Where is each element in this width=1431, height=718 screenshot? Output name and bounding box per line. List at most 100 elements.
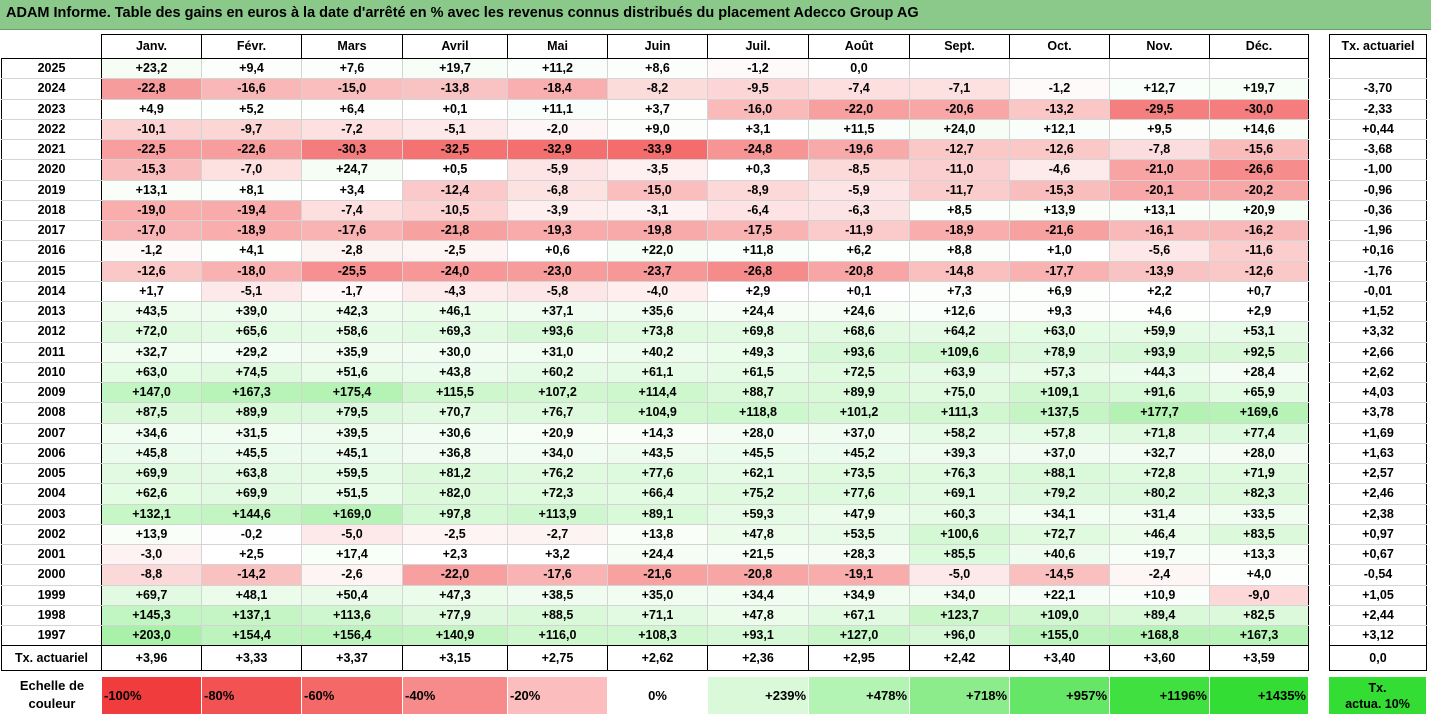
table-row: 2009 +147,0 +167,3 +175,4 +115,5 +107,2 +114,4… bbox=[1, 381, 1309, 404]
gain-cell: +8,1 bbox=[201, 179, 302, 201]
table-row: 2006 +45,8 +45,5 +45,1 +36,8 +34,0 +43,5 +45,5 +… bbox=[1, 442, 1309, 465]
gain-cell: +36,8 bbox=[402, 442, 508, 465]
color-scale-step: -80% bbox=[202, 677, 302, 714]
year-cell: 2019 bbox=[1, 179, 102, 201]
table-row: 2003 +132,1 +144,6 +169,0 +97,8 +113,9 +89,1 +5… bbox=[1, 503, 1309, 525]
gain-cell: +70,7 bbox=[402, 402, 508, 424]
gain-cell: -21,8 bbox=[402, 219, 508, 242]
gain-cell: +8,8 bbox=[909, 240, 1010, 262]
gain-cell: -0,2 bbox=[201, 523, 302, 546]
gains-table: Janv. Févr. Mars Avril Mai Juin Juil. Août Sept.… bbox=[1, 34, 1309, 672]
gain-cell: -23,0 bbox=[507, 260, 608, 282]
tx-cell: +1,52 bbox=[1329, 300, 1427, 323]
table-row: 2024 -22,8 -16,6 -15,0 -13,8 -18,4 -8,2 -9,5 -7,… bbox=[1, 78, 1309, 100]
tx-row: -1,00 bbox=[1329, 159, 1427, 181]
gain-cell: +72,7 bbox=[1009, 523, 1110, 546]
year-cell: 2020 bbox=[1, 159, 102, 181]
gain-cell: +46,4 bbox=[1109, 523, 1210, 546]
gain-cell: -13,8 bbox=[402, 78, 508, 100]
gain-cell: +75,0 bbox=[909, 381, 1010, 404]
tx-row: -1,76 bbox=[1329, 260, 1427, 282]
gain-cell: +45,5 bbox=[201, 442, 302, 465]
gain-cell: -2,4 bbox=[1109, 564, 1210, 586]
tx-row: +1,52 bbox=[1329, 300, 1427, 323]
tx-row: +0,16 bbox=[1329, 240, 1427, 262]
year-cell: 2000 bbox=[1, 564, 102, 586]
gain-cell: +60,3 bbox=[909, 503, 1010, 525]
gain-cell: +17,4 bbox=[301, 543, 403, 566]
tx-row: +0,67 bbox=[1329, 543, 1427, 566]
gain-cell: +87,5 bbox=[101, 402, 202, 424]
gain-cell: -22,8 bbox=[101, 78, 202, 100]
gain-cell: +12,6 bbox=[909, 300, 1010, 323]
year-cell: 2007 bbox=[1, 422, 102, 444]
gain-cell: +2,9 bbox=[1209, 300, 1309, 323]
gain-cell: +23,2 bbox=[101, 57, 202, 80]
gain-cell: -21,6 bbox=[1009, 219, 1110, 242]
year-cell: 1998 bbox=[1, 604, 102, 627]
gain-cell: +13,1 bbox=[1109, 199, 1210, 222]
summary-cell: +3,15 bbox=[402, 645, 508, 672]
gain-cell: -11,9 bbox=[808, 219, 910, 242]
gain-cell: -16,2 bbox=[1209, 219, 1309, 242]
gain-cell: +93,6 bbox=[507, 321, 608, 343]
gain-cell: +4,1 bbox=[201, 240, 302, 262]
gain-cell: +13,3 bbox=[1209, 543, 1309, 566]
gain-cell: -18,0 bbox=[201, 260, 302, 282]
gain-cell: +28,0 bbox=[707, 422, 809, 444]
tx-cell: +0,16 bbox=[1329, 240, 1427, 262]
gain-cell: +76,3 bbox=[909, 462, 1010, 485]
summary-cell: +2,36 bbox=[707, 645, 809, 672]
gain-cell: +3,1 bbox=[707, 118, 809, 141]
gain-cell: +49,3 bbox=[707, 341, 809, 363]
month-header: Janv. bbox=[101, 34, 202, 59]
gain-cell: -19,8 bbox=[607, 219, 708, 242]
gain-cell: +169,6 bbox=[1209, 402, 1309, 424]
gain-cell: +59,9 bbox=[1109, 321, 1210, 343]
gain-cell: +21,5 bbox=[707, 543, 809, 566]
gain-cell: +33,5 bbox=[1209, 503, 1309, 525]
gain-cell: +82,0 bbox=[402, 483, 508, 505]
tx-cell: -3,68 bbox=[1329, 138, 1427, 161]
gain-cell: -30,0 bbox=[1209, 98, 1309, 120]
summary-cell: +3,60 bbox=[1109, 645, 1210, 672]
gain-cell: +8,5 bbox=[909, 199, 1010, 222]
gain-cell: -2,8 bbox=[301, 240, 403, 262]
gain-cell: -7,4 bbox=[808, 78, 910, 100]
table-row: 2021 -22,5 -22,6 -30,3 -32,5 -32,9 -33,9 -24,8-… bbox=[1, 138, 1309, 161]
tx-row: +1,69 bbox=[1329, 422, 1427, 444]
table-row: 2002 +13,9 -0,2 -5,0 -2,5 -2,7 +13,8 +47,8 +53,5… bbox=[1, 523, 1309, 546]
gain-cell: +88,5 bbox=[507, 604, 608, 627]
gain-cell: +4,0 bbox=[1209, 564, 1309, 586]
gain-cell: +65,6 bbox=[201, 321, 302, 343]
gain-cell: +40,6 bbox=[1009, 543, 1110, 566]
color-scale-step: -60% bbox=[302, 677, 403, 714]
gain-cell: +79,2 bbox=[1009, 483, 1110, 505]
gain-cell: -2,0 bbox=[507, 118, 608, 141]
gain-cell: +13,9 bbox=[101, 523, 202, 546]
gain-cell: +107,2 bbox=[507, 381, 608, 404]
gain-cell: +72,5 bbox=[808, 361, 910, 384]
gain-cell: +154,4 bbox=[201, 624, 302, 647]
gain-cell: -15,6 bbox=[1209, 138, 1309, 161]
gain-cell: -15,0 bbox=[301, 78, 403, 100]
gain-cell: +71,9 bbox=[1209, 462, 1309, 485]
gain-cell: +116,0 bbox=[507, 624, 608, 647]
gain-cell: +137,1 bbox=[201, 604, 302, 627]
gain-cell: -24,8 bbox=[707, 138, 809, 161]
gain-cell: -17,0 bbox=[101, 219, 202, 242]
gain-cell: +9,5 bbox=[1109, 118, 1210, 141]
tx-cell bbox=[1329, 57, 1427, 80]
color-scale-label-line2: couleur bbox=[28, 696, 76, 711]
summary-cell: +2,75 bbox=[507, 645, 608, 672]
gain-cell: +11,8 bbox=[707, 240, 809, 262]
gain-cell: +13,1 bbox=[101, 179, 202, 201]
gain-cell: +64,2 bbox=[909, 321, 1010, 343]
gain-cell: +77,6 bbox=[808, 483, 910, 505]
year-cell: 2017 bbox=[1, 219, 102, 242]
gain-cell: +13,8 bbox=[607, 523, 708, 546]
gain-cell: +88,1 bbox=[1009, 462, 1110, 485]
gain-cell: +24,6 bbox=[808, 300, 910, 323]
gain-cell: +53,5 bbox=[808, 523, 910, 546]
gain-cell: +81,2 bbox=[402, 462, 508, 485]
